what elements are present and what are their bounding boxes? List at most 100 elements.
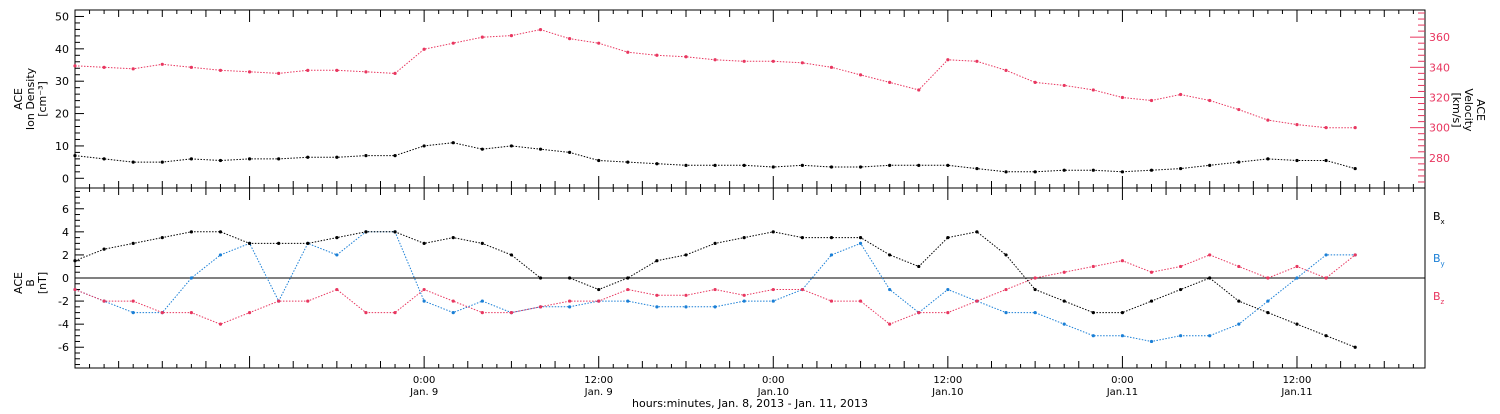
by-series-point — [771, 299, 775, 303]
bx-series-point — [1324, 334, 1328, 338]
density-series-point — [684, 163, 688, 167]
time-tick-label: 0:00 — [413, 375, 435, 386]
bx-series-point — [917, 264, 921, 269]
density-velocity-panel: 0 10 20 30 40 50 280 300 320 340 360 ACE Ion Dens… — [12, 9, 1487, 189]
density-series-point — [335, 155, 339, 159]
density-series-point — [626, 160, 630, 164]
bz-series-point — [1120, 259, 1125, 263]
bx-series-point — [509, 253, 514, 257]
velocity-series-point — [1266, 118, 1270, 122]
velocity-series-point — [422, 47, 426, 51]
by-series-point — [1237, 322, 1241, 326]
bz-series-point — [1062, 270, 1066, 274]
velocity-series-point — [1208, 98, 1212, 103]
velocity-series-point — [480, 35, 484, 39]
velocity-axis-label-quantity: Velocity — [1462, 88, 1475, 132]
density-axis-label-quantity: Ion Density — [24, 67, 37, 130]
density-axis-label-unit: [cm⁻³] — [36, 81, 49, 117]
density-series-point — [1091, 168, 1095, 172]
by-series-point — [626, 299, 630, 303]
bx-series-point — [858, 236, 863, 240]
bx-series-point — [1149, 299, 1154, 303]
date-tick-label: Jan.10 — [931, 387, 963, 398]
time-tick-label: 0:00 — [1111, 375, 1133, 386]
by-series-point — [742, 299, 746, 303]
bx-series-point — [422, 241, 426, 245]
legend-bz-sub: z — [1441, 298, 1445, 306]
bx-series-point — [597, 287, 601, 292]
velocity-series-point — [277, 71, 281, 75]
bz-series-point — [335, 287, 339, 292]
density-series-point — [1295, 158, 1299, 163]
by-series-point — [335, 253, 339, 257]
bx-series-point — [713, 241, 717, 245]
bx-series-point — [277, 241, 281, 245]
velocity-axis-label-unit: [km/s] — [1450, 92, 1463, 127]
velocity-series-point — [597, 41, 601, 45]
bx-series-point — [218, 230, 223, 234]
velocity-series-point — [800, 61, 804, 65]
density-series-point — [742, 163, 746, 167]
density-tick-label: 20 — [55, 108, 69, 121]
field-legend: Bx By Bz — [1433, 210, 1445, 306]
bz-series-point — [1033, 276, 1037, 280]
density-series-point — [1033, 170, 1037, 174]
velocity-series-point — [888, 80, 892, 85]
velocity-series-point — [917, 88, 921, 92]
time-tick-label: 12:00 — [584, 375, 613, 386]
density-series-point — [509, 144, 514, 148]
velocity-series-point — [1033, 80, 1037, 85]
velocity-axis-label-ace: ACE — [1474, 99, 1487, 121]
velocity-series-point — [742, 59, 746, 63]
density-series-point — [364, 154, 368, 158]
bx-series-point — [829, 236, 834, 240]
bz-series-point — [364, 311, 368, 315]
bx-series-point — [568, 276, 572, 280]
bx-series-point — [684, 253, 688, 257]
by-series-point — [1208, 334, 1212, 338]
density-series-point — [306, 155, 310, 159]
density-series-point — [480, 147, 484, 151]
bz-series-point — [684, 293, 688, 297]
density-series-point — [858, 165, 863, 169]
bx-series-point — [247, 241, 252, 245]
bx-series-point — [1179, 287, 1183, 292]
by-series-point — [829, 253, 834, 257]
bz-series-point — [160, 311, 164, 315]
velocity-series-point — [1353, 126, 1357, 130]
bz-series-point — [131, 299, 135, 303]
density-series-point — [393, 154, 397, 158]
velocity-series-point — [1062, 83, 1066, 88]
legend-by: By — [1433, 252, 1445, 268]
by-series-point — [1179, 334, 1183, 338]
velocity-series-point — [858, 73, 863, 77]
bz-series-point — [247, 311, 252, 315]
date-tick-label: Jan. 9 — [409, 387, 438, 398]
bx-series-point — [73, 259, 77, 263]
density-series-point — [189, 157, 193, 161]
bz-series-point — [626, 287, 630, 292]
density-series-point — [538, 147, 543, 151]
by-series-point — [888, 287, 892, 292]
legend-bx-sub: x — [1441, 218, 1445, 226]
by-series-point — [1091, 334, 1095, 338]
time-tick-label: 12:00 — [1283, 375, 1312, 386]
field-axis-ticks: -6 -4 -2 0 2 4 6 — [58, 190, 84, 366]
density-series-point — [568, 150, 572, 154]
time-axis-title: hours:minutes, Jan. 8, 2013 - Jan. 11, 2… — [632, 397, 868, 410]
velocity-series-point — [189, 65, 193, 69]
by-series-point — [1120, 334, 1125, 338]
density-tick-label: 10 — [55, 140, 69, 153]
velocity-series-point — [1149, 98, 1154, 103]
bz-series-point — [800, 287, 804, 292]
bx-series-point — [1295, 322, 1299, 326]
density-tick-label: 0 — [62, 172, 69, 185]
bx-series-point — [975, 230, 979, 234]
bx-series-point — [538, 276, 543, 280]
bz-series-point — [946, 311, 950, 315]
velocity-series-point — [713, 58, 717, 62]
velocity-tick-label: 320 — [1429, 91, 1450, 104]
magnetic-field-plot-area — [73, 230, 1425, 349]
by-series-point — [1266, 299, 1270, 303]
